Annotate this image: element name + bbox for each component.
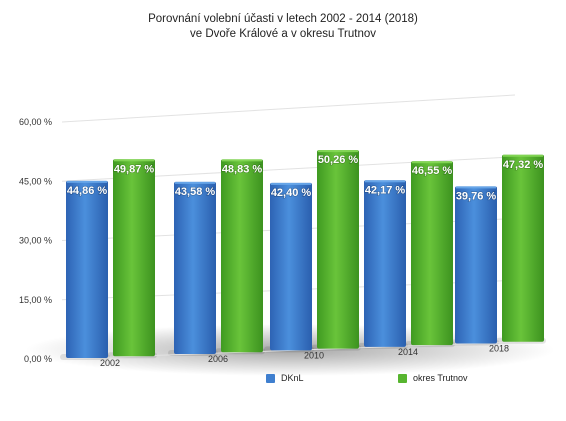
legend-item-dknl: DKnL	[266, 373, 304, 383]
bar-top-highlight	[222, 159, 262, 162]
data-label: 49,87 %	[114, 163, 155, 175]
bar-dknl-2002	[66, 180, 108, 359]
data-label: 50,26 %	[318, 154, 359, 166]
data-label: 46,55 %	[412, 165, 453, 177]
x-tick-label: 2006	[208, 354, 228, 364]
y-tick-label: 45,00 %	[19, 176, 52, 186]
x-tick-label: 2014	[398, 347, 418, 357]
bar-top-highlight	[365, 180, 405, 183]
data-label: 48,83 %	[222, 163, 263, 175]
bar-top-highlight	[175, 181, 215, 184]
bar-dknl-2018	[455, 186, 497, 344]
data-label: 39,76 %	[456, 190, 497, 202]
legend-swatch-blue	[266, 373, 275, 383]
gridline	[61, 94, 516, 123]
data-label: 42,40 %	[271, 187, 312, 199]
y-tick-label: 60,00 %	[19, 117, 52, 127]
legend-item-okres-trutnov: okres Trutnov	[398, 373, 468, 383]
bar-top-highlight	[67, 180, 107, 183]
bar-okres-trutnov-2010	[317, 150, 359, 349]
data-label: 47,32 %	[503, 159, 544, 171]
bar-top-highlight	[271, 182, 311, 185]
y-tick-label: 0,00 %	[24, 354, 52, 364]
y-tick-label: 30,00 %	[19, 236, 52, 246]
x-tick-label: 2002	[100, 358, 120, 368]
bar-okres-trutnov-2014	[411, 161, 453, 346]
bar-okres-trutnov-2006	[221, 159, 263, 353]
x-tick-label: 2018	[489, 344, 509, 354]
bar-top-highlight	[114, 159, 154, 162]
bar-dknl-2006	[174, 181, 216, 355]
chart-subtitle: ve Dvoře Králové a v okresu Trutnov	[190, 28, 376, 40]
bar-dknl-2014	[364, 180, 406, 347]
data-label: 44,86 %	[67, 185, 108, 197]
bar-okres-trutnov-2018	[502, 154, 544, 342]
legend-swatch-green	[398, 373, 407, 383]
x-tick-label: 2010	[304, 351, 324, 361]
bar-top-highlight	[412, 161, 452, 164]
y-tick-label: 15,00 %	[19, 295, 52, 305]
legend-label: DKnL	[281, 373, 304, 383]
bar-top-highlight	[456, 186, 496, 189]
bar-top-highlight	[318, 150, 358, 153]
bar-top-highlight	[503, 154, 543, 157]
chart-title: Porovnání volební účasti v letech 2002 -…	[148, 13, 418, 25]
legend-label: okres Trutnov	[413, 373, 468, 383]
data-label: 42,17 %	[365, 184, 406, 196]
data-label: 43,58 %	[175, 186, 216, 198]
bar-dknl-2010	[270, 182, 312, 351]
bar-okres-trutnov-2002	[113, 159, 155, 357]
